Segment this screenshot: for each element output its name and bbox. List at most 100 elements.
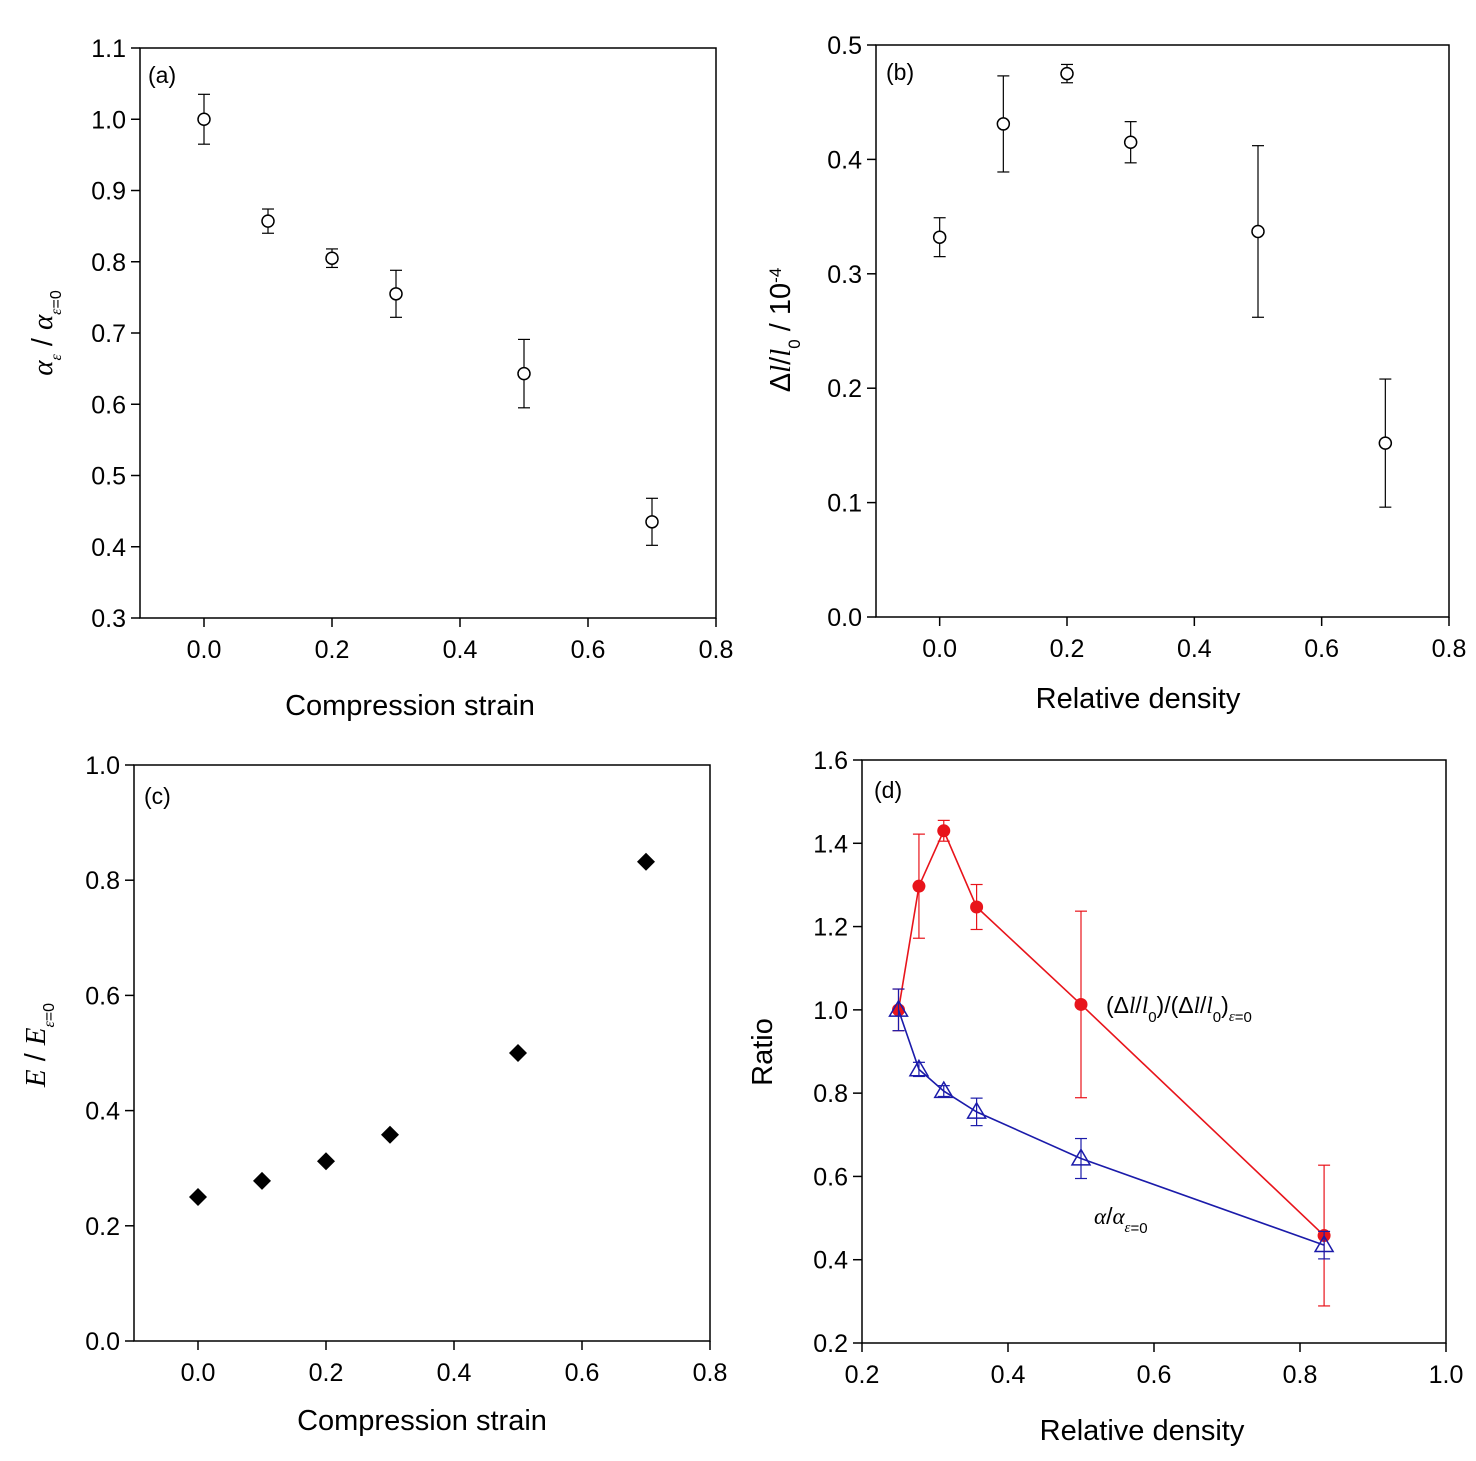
panel-label-a: (a) <box>148 62 176 88</box>
panel-c: (c) Compression strain E / Eε=0 0.0 0.2 0.… <box>20 752 727 1437</box>
x-tick-label-a-4: 0.8 <box>699 636 734 664</box>
svg-text:αε / αε=0: αε / αε=0 <box>27 290 65 376</box>
series-label-alpha-ratio: α/αε=0 <box>1094 1203 1148 1237</box>
y-tick-label-a-0: 0.3 <box>91 605 126 633</box>
series-line-d-0 <box>897 828 1325 1237</box>
data-point-c-0-4 <box>509 1044 527 1062</box>
data-point-b-0-1 <box>996 117 1011 131</box>
x-tick-label-a-2: 0.4 <box>443 636 478 664</box>
data-point-a-0-5 <box>645 515 659 529</box>
x-tick-label-a-0: 0.0 <box>187 636 222 664</box>
data-point-d-1-3 <box>966 1101 987 1119</box>
y-tick-label-b-5: 0.5 <box>827 32 862 60</box>
x-tick-label-c-0: 0.0 <box>181 1359 216 1387</box>
plot-frame-a <box>139 47 717 619</box>
svg-text:Δl/l0 / 10-4: Δl/l0 / 10-4 <box>765 268 804 393</box>
y-tick-label-c-1: 0.2 <box>85 1213 120 1241</box>
plot-frame-b <box>875 44 1450 618</box>
x-tick-label-a-3: 0.6 <box>571 636 606 664</box>
y-tick-label-c-0: 0.0 <box>85 1328 120 1356</box>
y-tick-label-d-3: 0.8 <box>813 1080 848 1108</box>
data-point-c-0-5 <box>637 852 655 871</box>
svg-text:α/αε=0: α/αε=0 <box>1094 1203 1148 1237</box>
data-point-b-0-2 <box>1060 66 1074 81</box>
y-tick-label-c-5: 1.0 <box>85 752 120 780</box>
x-axis-label-d: Relative density <box>1040 1415 1245 1447</box>
y-tick-label-a-5: 0.8 <box>91 249 126 277</box>
y-axis-label-a: αε / αε=0 <box>27 290 65 376</box>
x-axis-label-c: Compression strain <box>297 1405 547 1437</box>
y-tick-label-a-3: 0.6 <box>91 391 126 419</box>
x-axis-label-a: Compression strain <box>285 690 535 722</box>
data-point-d-1-5 <box>1313 1234 1335 1253</box>
data-point-b-0-4 <box>1251 224 1265 239</box>
data-point-c-0-2 <box>317 1152 335 1171</box>
y-tick-label-c-3: 0.6 <box>85 982 120 1010</box>
x-tick-label-b-2: 0.4 <box>1177 635 1212 663</box>
series-label-delta-ratio: (Δl/l0)/(Δl/l0)ε=0 <box>1106 992 1252 1026</box>
y-axis-label-b: Δl/l0 / 10-4 <box>765 268 804 393</box>
x-tick-label-b-4: 0.8 <box>1432 635 1467 663</box>
x-tick-label-a-1: 0.2 <box>315 636 350 664</box>
data-point-a-0-1 <box>261 214 275 228</box>
panel-b: (b) Relative density Δl/l0 / 10-4 0.0 0.2… <box>765 32 1466 715</box>
data-point-b-0-0 <box>932 230 947 244</box>
plot-frame-d <box>861 759 1447 1344</box>
data-point-d-1-1 <box>908 1058 930 1077</box>
data-point-a-0-4 <box>517 366 531 381</box>
x-tick-label-b-3: 0.6 <box>1304 635 1339 663</box>
y-tick-label-b-0: 0.0 <box>827 604 862 632</box>
y-tick-label-c-2: 0.4 <box>85 1098 120 1126</box>
y-tick-label-b-4: 0.4 <box>827 146 862 174</box>
data-point-c-0-3 <box>381 1125 399 1144</box>
y-axis-label-c: E / Eε=0 <box>20 1003 58 1088</box>
data-point-d-0-2 <box>937 824 951 838</box>
x-tick-label-d-4: 1.0 <box>1429 1361 1464 1389</box>
series-line-d-1 <box>897 1009 1325 1246</box>
x-tick-label-b-0: 0.0 <box>922 635 957 663</box>
y-tick-label-a-8: 1.1 <box>91 35 126 63</box>
svg-text:E / Eε=0: E / Eε=0 <box>20 1003 58 1088</box>
y-axis-label-d: Ratio <box>747 1018 779 1086</box>
panel-label-c: (c) <box>144 783 171 809</box>
y-tick-label-b-1: 0.1 <box>827 490 862 518</box>
y-tick-label-a-4: 0.7 <box>91 320 126 348</box>
x-tick-label-d-3: 0.8 <box>1283 1361 1318 1389</box>
x-tick-label-c-4: 0.8 <box>693 1359 728 1387</box>
data-point-d-0-4 <box>1074 997 1088 1011</box>
x-tick-label-b-1: 0.2 <box>1050 635 1085 663</box>
svg-text:(Δl/l0)/(Δl/l0)ε=0: (Δl/l0)/(Δl/l0)ε=0 <box>1106 992 1252 1026</box>
data-point-d-1-4 <box>1070 1148 1092 1166</box>
data-point-a-0-0 <box>197 112 211 126</box>
x-tick-label-d-1: 0.4 <box>991 1361 1026 1389</box>
data-point-d-1-0 <box>888 999 909 1017</box>
x-tick-label-c-2: 0.4 <box>437 1359 472 1387</box>
x-axis-label-b: Relative density <box>1036 683 1241 715</box>
y-tick-label-d-1: 0.4 <box>813 1247 848 1275</box>
y-tick-label-d-7: 1.6 <box>813 747 848 775</box>
data-point-d-0-3 <box>970 900 984 914</box>
y-tick-label-b-2: 0.2 <box>827 375 862 403</box>
data-point-d-0-1 <box>912 879 926 893</box>
x-tick-label-c-3: 0.6 <box>565 1359 600 1387</box>
y-tick-label-a-1: 0.4 <box>91 534 126 562</box>
data-point-c-0-1 <box>253 1171 271 1190</box>
error-bar-d-1-2 <box>937 1085 950 1098</box>
x-tick-label-d-2: 0.6 <box>1137 1361 1172 1389</box>
plot-frame-c <box>133 764 711 1342</box>
y-tick-label-a-7: 1.0 <box>91 106 126 134</box>
error-bar-d-1-1 <box>912 1061 925 1078</box>
y-tick-label-d-6: 1.4 <box>813 830 848 858</box>
panel-label-b: (b) <box>886 59 914 85</box>
data-point-d-1-2 <box>933 1080 955 1099</box>
error-bar-d-1-4 <box>1075 1137 1087 1180</box>
data-point-a-0-3 <box>389 287 403 301</box>
data-point-a-0-2 <box>325 251 339 265</box>
data-point-b-0-3 <box>1123 135 1138 149</box>
x-tick-label-d-0: 0.2 <box>845 1361 880 1389</box>
x-tick-label-c-1: 0.2 <box>309 1359 344 1387</box>
y-tick-label-b-3: 0.3 <box>827 261 862 289</box>
data-point-b-0-5 <box>1378 436 1393 450</box>
y-tick-label-d-2: 0.6 <box>813 1163 848 1191</box>
